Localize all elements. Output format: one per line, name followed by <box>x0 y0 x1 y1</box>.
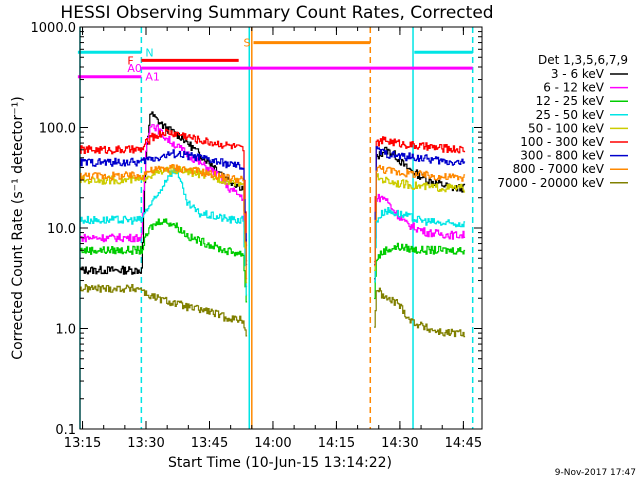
series-line <box>80 149 248 266</box>
x-tick-label: 13:45 <box>191 436 228 451</box>
series-line <box>80 128 248 246</box>
series-line <box>374 207 466 283</box>
y-tick-label: 1.0 <box>55 323 76 338</box>
series-line <box>80 111 248 275</box>
legend-label: 50 - 100 keV <box>528 121 605 135</box>
marker-label: F <box>127 54 133 67</box>
series-line <box>374 193 466 281</box>
series-layer <box>80 111 466 338</box>
y-axis-title: Corrected Count Rate (s⁻¹ detector⁻¹) <box>10 96 26 359</box>
series-line <box>80 168 248 296</box>
plot-frame <box>79 26 483 430</box>
marker-label: N <box>145 46 153 59</box>
series-line <box>374 173 466 271</box>
legend-label: 7000 - 20000 keV <box>497 176 604 190</box>
legend-label: 300 - 800 keV <box>520 149 604 163</box>
legend-label: 800 - 7000 keV <box>513 162 605 176</box>
y-tick-label: 0.1 <box>55 423 76 438</box>
series-line <box>374 164 466 267</box>
y-tick-label: 1000.0 <box>31 21 77 36</box>
series-line <box>80 284 248 337</box>
marker-label: A1 <box>145 71 160 84</box>
legend-label: 100 - 300 keV <box>520 135 604 149</box>
marker-label: S <box>243 37 250 50</box>
date-stamp: 9-Nov-2017 17:47 <box>555 468 636 478</box>
y-tick-label: 100.0 <box>39 122 76 137</box>
x-tick-label: 14:30 <box>381 436 418 451</box>
legend-label: 3 - 6 keV <box>551 67 605 81</box>
y-tick-label: 10.0 <box>47 222 76 237</box>
series-line <box>374 242 466 300</box>
series-line <box>80 164 248 280</box>
x-tick-label: 14:45 <box>445 436 482 451</box>
x-tick-label: 14:15 <box>318 436 355 451</box>
series-line <box>80 165 248 284</box>
legend-label: 25 - 50 keV <box>536 108 605 122</box>
x-tick-label: 14:00 <box>254 436 291 451</box>
series-line <box>374 287 466 338</box>
x-tick-label: 13:30 <box>127 436 164 451</box>
chart-title: HESSI Observing Summary Count Rates, Cor… <box>60 3 493 23</box>
series-line <box>374 146 466 266</box>
legend-label: 12 - 25 keV <box>536 94 605 108</box>
x-tick-label: 13:15 <box>64 436 101 451</box>
series-line <box>80 218 248 303</box>
x-axis-title: Start Time (10-Jun-15 13:14:22) <box>168 455 392 471</box>
axes-layer: 0.1 1.0 10.0 100.0 1000.0 13:15 13:30 13:45 14:0… <box>31 21 483 451</box>
legend-header: Det 1,3,5,6,7,9 <box>538 53 628 67</box>
series-line <box>374 136 466 263</box>
legend-label: 6 - 12 keV <box>543 81 605 95</box>
marker-label: A0 <box>127 62 142 75</box>
